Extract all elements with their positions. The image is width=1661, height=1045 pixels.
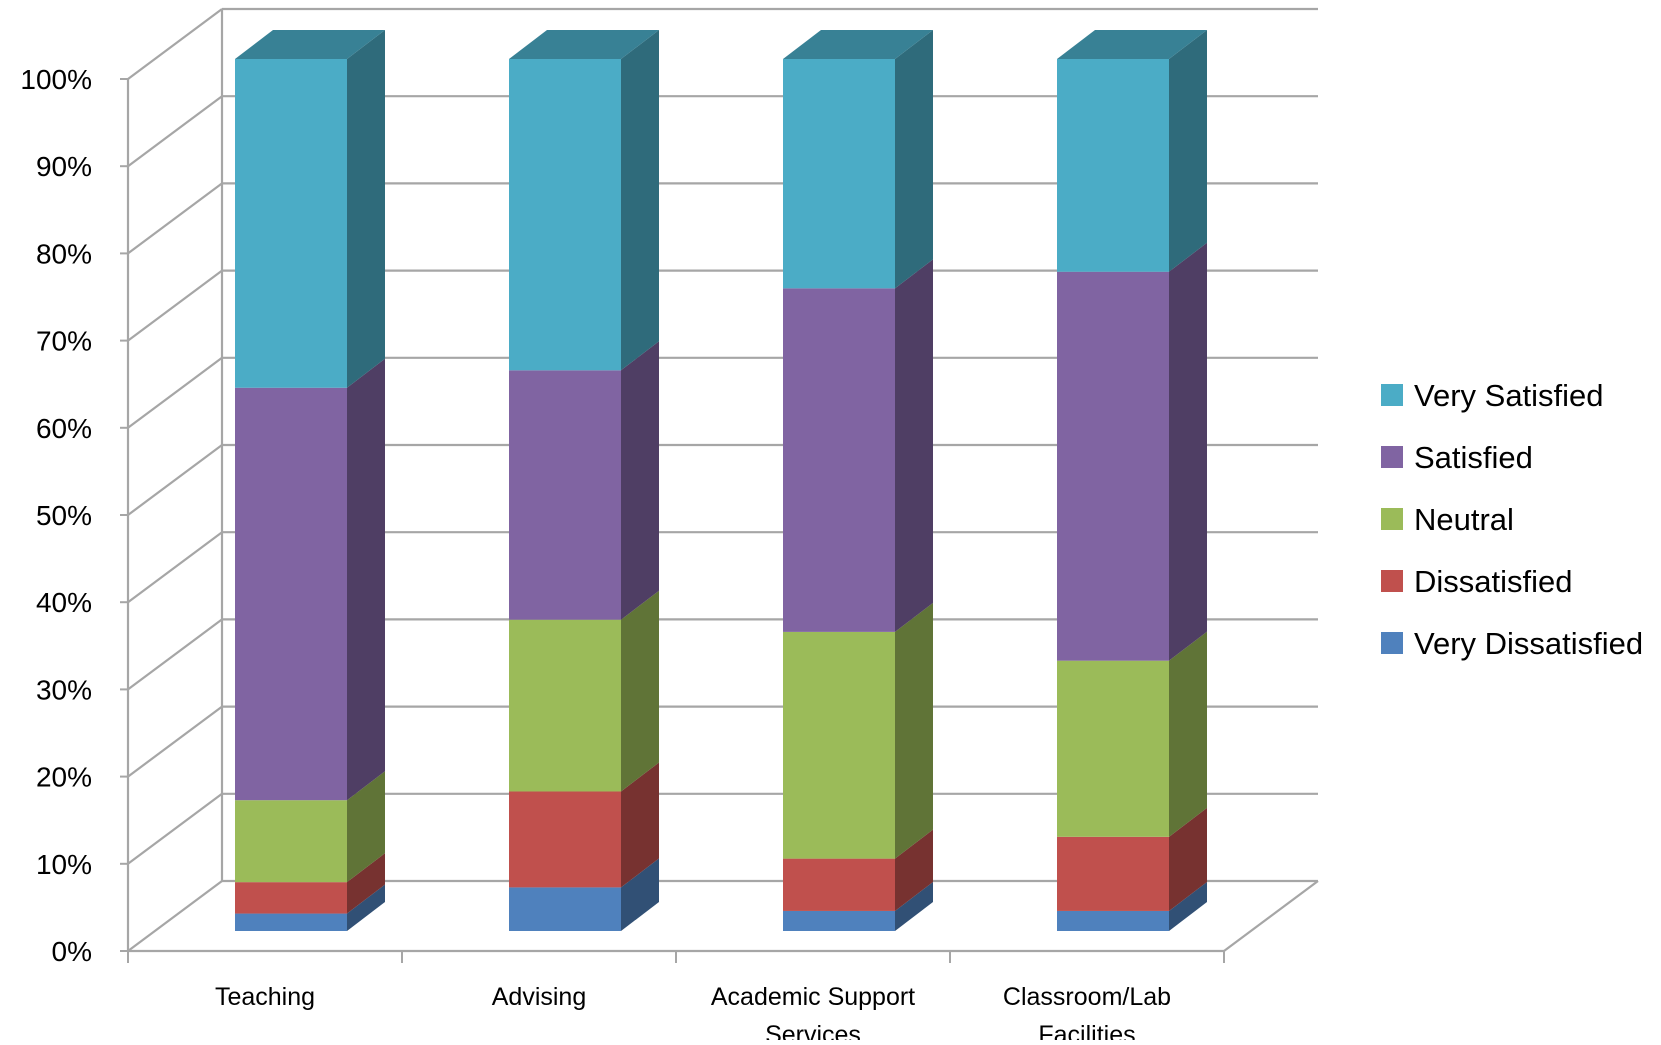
bar-academic-support-services-dissatisfied-side [895, 829, 933, 911]
bar-academic-support-services-satisfied [783, 288, 895, 632]
bar-academic-support-services-neutral-side [895, 602, 933, 859]
bar-advising-top [509, 30, 659, 59]
x-tick-label-classroom-lab-facilities: Classroom/Lab [1003, 983, 1171, 1011]
bar-teaching-very-dissatisfied-side [347, 884, 385, 931]
bar-teaching-neutral [235, 800, 347, 883]
bar-teaching-dissatisfied [235, 882, 347, 914]
bar-teaching-satisfied-side [347, 358, 385, 801]
bar-academic-support-services-neutral [783, 631, 895, 859]
bar-advising-very-satisfied-side [621, 30, 659, 371]
bar-advising-neutral [509, 619, 621, 792]
gridline-diagonal [127, 356, 223, 429]
y-tick-label: 60% [36, 413, 92, 444]
gridline-diagonal [127, 269, 223, 342]
gridline-diagonal [127, 95, 223, 168]
gridline-diagonal [127, 792, 223, 865]
y-tick-label: 70% [36, 326, 92, 357]
y-tick-label: 10% [36, 849, 92, 880]
floor-right-edge [1223, 880, 1319, 952]
bar-classroom-lab-facilities-dissatisfied-side [1169, 807, 1207, 911]
gridline-diagonal [127, 618, 223, 691]
bar-advising-dissatisfied-side [621, 762, 659, 888]
y-tick-label: 20% [36, 762, 92, 793]
gridline-diagonal [127, 8, 223, 80]
y-tick-label: 50% [36, 500, 92, 531]
bar-teaching-dissatisfied-side [347, 853, 385, 914]
y-tick-label: 0% [52, 936, 92, 967]
bar-advising-very-satisfied [509, 59, 621, 371]
y-tick-label: 30% [36, 674, 92, 705]
bar-classroom-lab-facilities-neutral [1057, 660, 1169, 837]
bar-academic-support-services-very-dissatisfied-side [895, 881, 933, 931]
bar-classroom-lab-facilities-top [1057, 30, 1207, 59]
x-tick-label-teaching: Teaching [215, 983, 315, 1011]
bar-academic-support-services-top [783, 30, 933, 59]
gridline-diagonal [127, 705, 223, 778]
bar-academic-support-services-satisfied-side [895, 259, 933, 632]
bar-advising-neutral-side [621, 590, 659, 792]
legend-swatch-satisfied [1381, 446, 1403, 468]
bar-advising-satisfied-side [621, 341, 659, 620]
legend-label-dissatisfied: Dissatisfied [1414, 564, 1573, 599]
bar-classroom-lab-facilities-dissatisfied [1057, 836, 1169, 911]
bar-teaching-satisfied [235, 387, 347, 801]
bar-teaching-neutral-side [347, 771, 385, 883]
bar-teaching-top [235, 30, 385, 59]
bar-academic-support-services-very-satisfied [783, 59, 895, 289]
legend-swatch-very-satisfied [1381, 384, 1403, 406]
bar-classroom-lab-facilities-very-dissatisfied [1057, 910, 1169, 931]
gridline-diagonal [127, 531, 223, 604]
legend-swatch-dissatisfied [1381, 570, 1403, 592]
legend-label-very-satisfied: Very Satisfied [1414, 378, 1604, 413]
gridline-diagonal [127, 444, 223, 516]
bar-classroom-lab-facilities-very-dissatisfied-side [1169, 881, 1207, 931]
bar-classroom-lab-facilities-satisfied-side [1169, 242, 1207, 661]
x-tick-label-advising: Advising [492, 983, 587, 1011]
bar-academic-support-services-very-satisfied-side [895, 30, 933, 289]
gridline-diagonal [127, 182, 223, 255]
x-tick-label-academic-support-services: Academic Support [711, 983, 915, 1011]
y-tick-label: 100% [20, 64, 92, 95]
bar-classroom-lab-facilities-very-satisfied [1057, 59, 1169, 272]
x-tick-label-classroom-lab-facilities: Facilities [1038, 1021, 1135, 1040]
bar-teaching-very-dissatisfied [235, 913, 347, 931]
chart-bars [235, 30, 1207, 931]
x-tick-label-academic-support-services: Services [765, 1021, 861, 1040]
bar-advising-dissatisfied [509, 791, 621, 888]
bar-advising-very-dissatisfied [509, 887, 621, 931]
bar-advising-satisfied [509, 370, 621, 620]
legend-label-very-dissatisfied: Very Dissatisfied [1414, 626, 1643, 661]
legend-swatch-neutral [1381, 508, 1403, 530]
bar-academic-support-services-very-dissatisfied [783, 910, 895, 931]
y-tick-label: 90% [36, 151, 92, 182]
bar-classroom-lab-facilities-neutral-side [1169, 631, 1207, 837]
bar-advising-very-dissatisfied-side [621, 858, 659, 931]
legend-label-neutral: Neutral [1414, 502, 1514, 537]
legend-swatch-very-dissatisfied [1381, 632, 1403, 654]
legend-label-satisfied: Satisfied [1414, 440, 1533, 475]
bar-teaching-very-satisfied-side [347, 30, 385, 388]
bar-classroom-lab-facilities-very-satisfied-side [1169, 30, 1207, 272]
gridline-diagonal [127, 880, 223, 952]
bar-academic-support-services-dissatisfied [783, 858, 895, 911]
chart-legend: Very Satisfied Satisfied Neutral Dissatisfi… [1381, 378, 1643, 661]
bar-teaching-very-satisfied [235, 59, 347, 388]
y-tick-label: 40% [36, 587, 92, 618]
bar-classroom-lab-facilities-satisfied [1057, 271, 1169, 661]
chart-axes: 0% 10% 20% 30% 40% 50% 60% 70% 80% 90% 100% Teachin… [20, 64, 1319, 1045]
y-tick-label: 80% [36, 238, 92, 269]
